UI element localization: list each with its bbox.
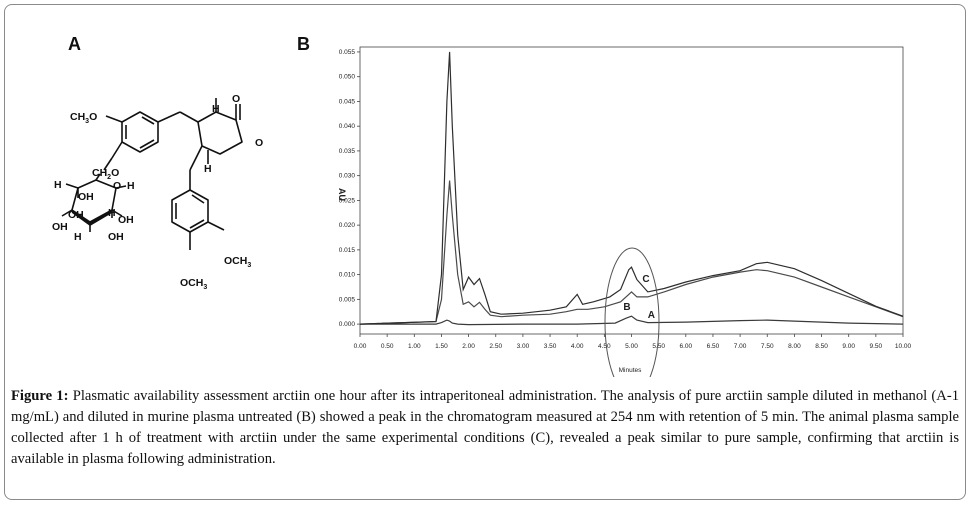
x-tick-label: 7.00 bbox=[734, 343, 747, 350]
svg-text:H: H bbox=[54, 179, 62, 191]
x-tick-label: 8.00 bbox=[788, 343, 801, 350]
plot-axes: 0.000 0.005 0.010 0.015 0.020 0.025 0.030 0.035… bbox=[339, 46, 912, 350]
y-axis-title: AU bbox=[337, 188, 347, 201]
x-tick-label: 2.50 bbox=[489, 343, 502, 350]
x-tick-label: 9.00 bbox=[842, 343, 855, 350]
x-tick-label: 2.00 bbox=[462, 343, 475, 350]
svg-text:O: O bbox=[255, 137, 263, 149]
x-tick-label: 6.00 bbox=[679, 343, 692, 350]
svg-text:O: O bbox=[113, 180, 121, 192]
svg-text:OH: OH bbox=[68, 209, 84, 221]
svg-text:OCH3: OCH3 bbox=[180, 277, 207, 291]
x-tick-label: 4.00 bbox=[571, 343, 584, 350]
y-tick-label: 0.025 bbox=[339, 197, 356, 204]
svg-text:H: H bbox=[204, 163, 212, 175]
svg-text:OH: OH bbox=[118, 214, 134, 226]
svg-text:CH3O: CH3O bbox=[70, 111, 97, 125]
peak-label-a: A bbox=[648, 310, 655, 321]
y-tick-label: 0.050 bbox=[339, 74, 356, 81]
y-tick-label: 0.035 bbox=[339, 148, 356, 155]
y-tick-label: 0.040 bbox=[339, 123, 356, 130]
panel-label-b: B bbox=[297, 34, 310, 54]
caption-text: Plasmatic availability assessment arctii… bbox=[11, 388, 959, 467]
x-axis-title: Minutes bbox=[619, 367, 643, 374]
x-tick-label: 3.00 bbox=[517, 343, 530, 350]
x-tick-label: 10.00 bbox=[895, 343, 912, 350]
y-tick-label: 0.000 bbox=[339, 321, 356, 328]
peak-highlight-ellipse bbox=[604, 247, 660, 377]
y-tick-label: 0.055 bbox=[339, 49, 356, 56]
svg-text:H: H bbox=[212, 103, 220, 115]
svg-text:H: H bbox=[108, 207, 116, 219]
x-tick-label: 3.50 bbox=[544, 343, 557, 350]
arctiin-structure: CH3O CH2O H O H OH OH H OH OH H OH O O H… bbox=[52, 93, 263, 291]
x-tick-label: 1.00 bbox=[408, 343, 421, 350]
series-line-c bbox=[359, 51, 904, 325]
x-tick-label: 5.00 bbox=[625, 343, 638, 350]
x-tick-label: 9.50 bbox=[870, 343, 883, 350]
y-tick-label: 0.005 bbox=[339, 296, 356, 303]
peak-label-c: C bbox=[642, 274, 649, 285]
x-tick-label: 1.50 bbox=[435, 343, 448, 350]
x-tick-label: 6.50 bbox=[707, 343, 720, 350]
series-line-b bbox=[359, 180, 904, 325]
y-tick-label: 0.020 bbox=[339, 222, 356, 229]
svg-text:O: O bbox=[232, 93, 240, 105]
x-tick-label: 0.50 bbox=[381, 343, 394, 350]
svg-text:H: H bbox=[74, 231, 82, 243]
series-line-a bbox=[360, 315, 904, 326]
x-tick-label: 7.50 bbox=[761, 343, 774, 350]
svg-text:CH2O: CH2O bbox=[92, 167, 119, 181]
x-tick-label: 8.50 bbox=[815, 343, 828, 350]
svg-text:OH: OH bbox=[108, 231, 124, 243]
svg-text:OCH3: OCH3 bbox=[224, 255, 251, 269]
y-tick-label: 0.015 bbox=[339, 247, 356, 254]
y-tick-label: 0.045 bbox=[339, 98, 356, 105]
figure-frame bbox=[4, 4, 966, 500]
chromatogram-plot: 0.000 0.005 0.010 0.015 0.020 0.025 0.030 0.035… bbox=[337, 46, 912, 377]
svg-text:OH: OH bbox=[78, 191, 94, 203]
x-tick-label: 4.50 bbox=[598, 343, 611, 350]
x-tick-label: 5.50 bbox=[652, 343, 665, 350]
y-tick-label: 0.010 bbox=[339, 272, 356, 279]
y-tick-label: 0.030 bbox=[339, 173, 356, 180]
panel-label-a: A bbox=[68, 34, 81, 54]
svg-text:H: H bbox=[127, 180, 135, 192]
plot-series: A B C bbox=[359, 51, 904, 326]
peak-label-b: B bbox=[623, 302, 630, 313]
caption-label: Figure 1: bbox=[11, 388, 69, 404]
svg-text:OH: OH bbox=[52, 221, 68, 233]
x-tick-label: 0.00 bbox=[354, 343, 367, 350]
figure-caption: Figure 1: Plasmatic availability assessm… bbox=[11, 386, 959, 470]
